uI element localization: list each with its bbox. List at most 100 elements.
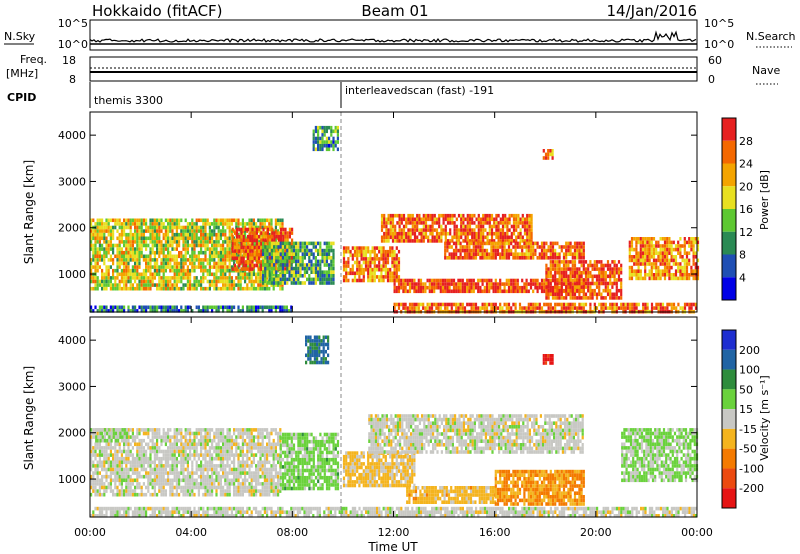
- power-cell: [98, 305, 101, 310]
- power-cell: [426, 302, 429, 307]
- velocity-cell: [134, 489, 137, 493]
- power-cell: [569, 296, 572, 300]
- power-cell: [679, 273, 682, 277]
- power-cell: [208, 258, 211, 262]
- power-cell: [308, 241, 311, 246]
- velocity-cell: [103, 489, 106, 493]
- power-cell: [668, 240, 671, 245]
- power-cell: [380, 213, 384, 218]
- power-cell: [560, 270, 563, 275]
- power-cell: [175, 258, 178, 262]
- power-cell: [457, 228, 461, 232]
- power-cell: [96, 236, 99, 241]
- power-cell: [191, 232, 194, 237]
- power-cell: [481, 245, 484, 249]
- power-cell: [362, 260, 365, 265]
- velocity-cell: [92, 431, 95, 436]
- power-cell: [386, 260, 390, 265]
- power-cell: [503, 302, 506, 307]
- power-cell: [462, 231, 465, 236]
- power-cell: [558, 260, 561, 264]
- power-cell: [369, 267, 372, 272]
- power-cell: [395, 285, 398, 290]
- power-cell: [160, 279, 163, 284]
- power-cell: [224, 305, 227, 310]
- power-cell: [391, 239, 395, 243]
- power-cell: [448, 256, 451, 260]
- power-cell: [255, 231, 258, 235]
- power-cell: [136, 243, 139, 248]
- power-cell: [134, 258, 137, 262]
- power-cell: [175, 225, 178, 230]
- power-cell: [233, 231, 236, 235]
- power-cell: [319, 277, 322, 282]
- power-cell: [173, 305, 176, 310]
- power-cell: [385, 224, 388, 229]
- power-cell: [384, 267, 387, 272]
- power-cell: [558, 270, 561, 275]
- power-cell: [441, 302, 445, 307]
- power-cell: [286, 270, 289, 274]
- power-cell: [98, 279, 101, 284]
- power-cell: [554, 256, 557, 260]
- power-cell: [292, 274, 295, 278]
- power-cell: [235, 283, 238, 287]
- power-cell: [342, 246, 346, 250]
- power-cell: [230, 309, 233, 313]
- power-cell: [105, 247, 108, 251]
- power-cell: [567, 263, 570, 268]
- power-cell: [226, 276, 229, 280]
- velocity-cell: [107, 467, 110, 472]
- power-cell: [138, 232, 141, 237]
- power-cell: [303, 263, 306, 267]
- power-cell: [129, 268, 132, 273]
- power-cell: [558, 296, 561, 300]
- power-cell: [204, 232, 207, 237]
- velocity-cell: [127, 453, 130, 457]
- power-cell: [534, 241, 537, 246]
- power-cell: [259, 225, 262, 230]
- power-cell: [226, 247, 229, 251]
- power-cell: [512, 245, 515, 249]
- power-cell: [123, 222, 126, 226]
- power-cell: [173, 232, 176, 237]
- power-cell: [284, 267, 287, 271]
- power-cell: [284, 263, 287, 267]
- power-cell: [591, 296, 594, 300]
- power-cell: [611, 281, 614, 286]
- power-cell: [375, 257, 379, 261]
- power-cell: [175, 286, 178, 291]
- power-cell: [226, 254, 229, 259]
- power-cell: [679, 276, 682, 281]
- power-cell: [299, 274, 302, 278]
- power-cell: [308, 281, 311, 285]
- power-cell: [208, 232, 211, 237]
- power-cell: [215, 254, 218, 259]
- power-cell: [446, 231, 450, 236]
- power-cell: [646, 273, 649, 277]
- power-cell: [652, 258, 656, 263]
- velocity-cell: [92, 485, 95, 490]
- velocity-cell: [151, 431, 154, 436]
- power-cell: [258, 252, 261, 257]
- power-cell: [551, 248, 555, 253]
- power-cell: [274, 265, 277, 269]
- power-cell: [345, 278, 348, 283]
- power-cell: [250, 286, 253, 291]
- power-cell: [497, 228, 500, 232]
- power-cell: [481, 241, 484, 246]
- power-cell: [321, 248, 324, 253]
- power-cell: [672, 255, 675, 259]
- power-cell: [639, 244, 642, 248]
- power-cell: [677, 262, 680, 266]
- power-cell: [380, 278, 383, 283]
- power-cell: [385, 221, 388, 225]
- power-cell: [499, 285, 502, 290]
- power-cell: [679, 251, 682, 255]
- power-cell: [675, 306, 678, 310]
- power-cell: [131, 254, 134, 259]
- power-cell: [580, 281, 583, 286]
- power-cell: [457, 256, 460, 260]
- power-cell: [215, 279, 218, 284]
- power-cell: [518, 289, 522, 294]
